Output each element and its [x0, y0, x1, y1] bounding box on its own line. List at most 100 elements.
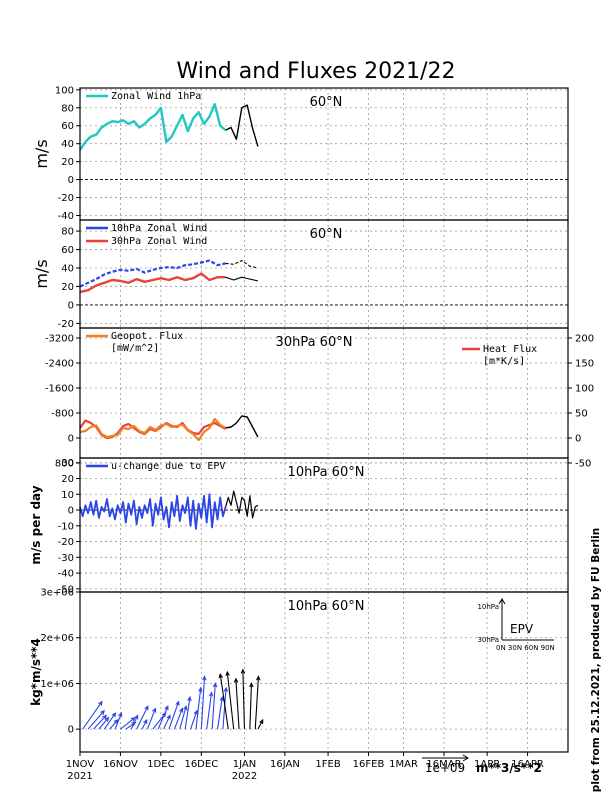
epflux-arrow	[200, 676, 206, 730]
region-label: 10hPa 60°N	[288, 599, 365, 614]
epflux-arrow	[98, 717, 109, 730]
epflux-forecast-arrow	[235, 678, 240, 730]
epflux-arrow-head	[219, 695, 225, 702]
epflux-arrow	[136, 706, 149, 730]
legend-label: 30hPa Zonal Wind	[111, 236, 207, 247]
epflux-arrow	[211, 683, 216, 730]
epflux-arrow-head	[202, 675, 207, 681]
xtick-label: 16NOV	[103, 759, 138, 770]
epflux-arrow	[87, 710, 105, 730]
xtick-label: 1FEB	[315, 759, 340, 770]
legend-units: [mW/m^2]	[111, 343, 159, 354]
ytick-label: -1600	[45, 384, 74, 395]
series-line-2	[79, 417, 227, 442]
y-axis-label: m/s per day	[29, 485, 43, 564]
scale-arrow-head	[462, 754, 469, 762]
epflux-arrow-head	[102, 714, 108, 720]
ytick-label: 3e+06	[40, 588, 74, 599]
epflux-arrow	[190, 710, 198, 730]
xtick-label: 1JAN	[233, 759, 256, 770]
ytick-right-label: 200	[575, 334, 594, 345]
epflux-forecast-arrow-head	[225, 670, 230, 676]
epflux-arrow	[103, 712, 116, 730]
epflux-arrow-head	[166, 714, 171, 720]
epflux-forecast-arrow-head	[249, 682, 254, 688]
ytick-label: -2400	[45, 359, 74, 370]
epflux-arrow-head	[134, 714, 139, 720]
legend-label: Geopot. Flux	[111, 331, 183, 342]
epflux-forecast-arrow	[219, 674, 229, 730]
epflux-arrow-head	[118, 711, 123, 718]
legend-label: u-change due to EPV	[111, 461, 225, 472]
panel-p1: 100 80 60 40 20 0 -20 -40 Zonal Wind 1hPa 60°N m/s	[32, 85, 569, 222]
epflux-arrow	[184, 697, 191, 730]
xtick-label: 16APR	[511, 759, 544, 770]
epflux-arrow	[141, 719, 148, 730]
epflux-arrow-head	[113, 719, 119, 725]
legend-label: Zonal Wind 1hPa	[111, 91, 201, 102]
xtick-label: 1APR	[474, 759, 500, 770]
epflux-arrow	[179, 706, 187, 730]
epflux-arrow-head	[223, 686, 229, 692]
series-line-4	[225, 276, 259, 282]
scale-value: 1e+09	[425, 761, 465, 775]
ytick-right-label: -50	[575, 459, 591, 470]
epflux-forecast-arrow-head	[259, 718, 264, 725]
ytick-label: 80	[61, 103, 74, 114]
ytick-label: 0	[68, 725, 74, 736]
legend-right-label: Heat Flux	[483, 344, 537, 355]
epflux-arrow	[206, 692, 213, 730]
epflux-arrow	[216, 697, 223, 730]
xtick-label: 1DEC	[147, 759, 174, 770]
epflux-arrow	[222, 687, 227, 730]
epflux-arrow-head	[144, 705, 149, 711]
ytick-label: 0	[68, 175, 74, 186]
ytick-label: 40	[61, 264, 74, 275]
panel-frame	[79, 591, 569, 753]
inset-bottom-label: 30hPa	[477, 636, 499, 644]
epflux-arrow-head	[187, 695, 192, 702]
y-axis-label: m/s	[32, 139, 51, 168]
epflux-arrow-head	[143, 718, 148, 725]
ytick-label: -800	[51, 409, 74, 420]
epflux-forecast-arrow-head	[240, 668, 246, 674]
epflux-arrow-head	[208, 691, 214, 697]
ytick-label: 40	[61, 139, 74, 150]
epflux-arrow	[82, 701, 103, 730]
epflux-arrow-head	[198, 686, 203, 692]
xtick-label: 16JAN	[270, 759, 300, 770]
legend-label: 10hPa Zonal Wind	[111, 223, 207, 234]
epflux-forecast-arrow	[226, 671, 235, 730]
xtick-label: 16MAR	[426, 759, 461, 770]
ytick-label: 0	[68, 506, 74, 517]
epflux-arrow	[109, 719, 119, 730]
epflux-arrow-head	[100, 709, 105, 715]
epflux-arrow	[168, 701, 180, 730]
ytick-right-label: 0	[575, 434, 581, 445]
scale-units: m**3/s**2	[476, 761, 542, 775]
inset-title: EPV	[510, 622, 534, 636]
panel-p5: 3e+06 2e+06 1e+06 0 10hPa 30hPa EPV 0N 30N 60N …	[29, 588, 569, 753]
region-label: 60°N	[310, 227, 343, 242]
epflux-forecast-arrow	[257, 719, 264, 730]
epflux-arrow-head	[152, 707, 157, 713]
epflux-arrow	[195, 687, 202, 730]
epflux-arrow-head	[131, 721, 137, 727]
xtick-label: 16DEC	[184, 759, 218, 770]
ytick-label: -20	[58, 319, 74, 330]
xtick-label: 16FEB	[353, 759, 385, 770]
ytick-right-label: 50	[575, 409, 588, 420]
panel-p2: 80 60 40 20 0 -20 10hPa Zonal Wind 30hPa Zonal …	[32, 219, 569, 330]
ytick-label: -20	[58, 193, 74, 204]
ytick-label: -40	[58, 569, 74, 580]
epflux-arrow	[130, 715, 139, 730]
ytick-label: 60	[61, 245, 74, 256]
ytick-label: 0	[68, 300, 74, 311]
epflux-arrow-head	[164, 705, 169, 711]
ytick-label: 20	[61, 474, 74, 485]
epflux-arrow-head	[175, 700, 180, 706]
xtick-sublabel: 2022	[232, 771, 257, 782]
panel-p4: 30 20 10 0 -10 -20 -30 -40 -50 u-change due to EP…	[29, 457, 569, 595]
epflux-arrow-head	[161, 712, 167, 718]
